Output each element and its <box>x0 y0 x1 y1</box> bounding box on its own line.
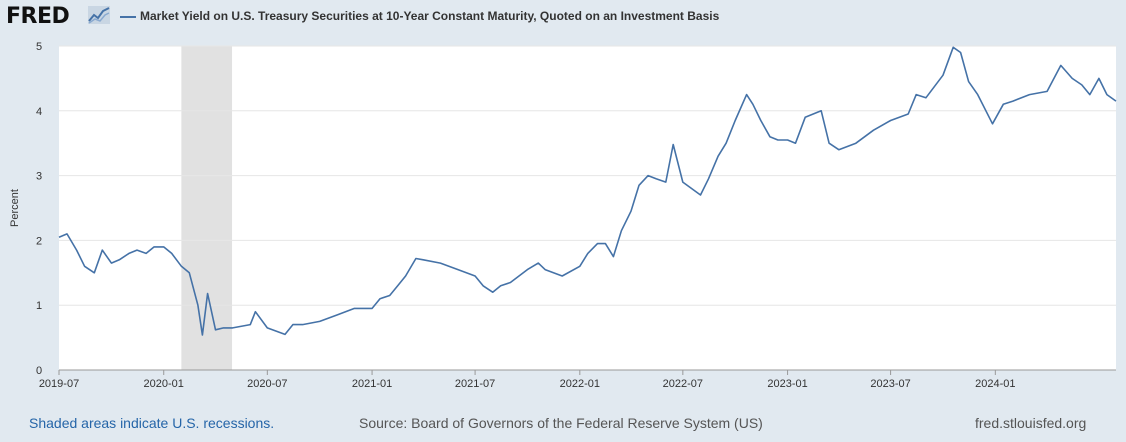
x-tick-label: 2024-01 <box>975 378 1015 390</box>
recession-note: Shaded areas indicate U.S. recessions. <box>29 415 275 431</box>
source-text: Source: Board of Governors of the Federa… <box>359 415 763 431</box>
x-tick-label: 2022-01 <box>560 378 600 390</box>
y-axis-label: Percent <box>9 189 21 227</box>
legend-line-swatch <box>120 16 136 18</box>
y-tick-label: 2 <box>36 235 42 247</box>
chart-title: Market Yield on U.S. Treasury Securities… <box>140 9 720 23</box>
y-tick-label: 4 <box>36 106 42 118</box>
series-line <box>58 46 1117 336</box>
x-tick-label: 2022-07 <box>663 378 703 390</box>
fred-url-link[interactable]: fred.stlouisfed.org <box>975 415 1087 431</box>
y-tick-label: 0 <box>36 365 42 377</box>
y-tick-label: 1 <box>36 300 42 312</box>
line-chart[interactable]: 0 1 2 3 4 5 2019-07 2020-01 2020-07 2021-01 2021-0… <box>0 30 1126 392</box>
x-tick-label: 2020-01 <box>144 378 184 390</box>
plot-area <box>59 46 1116 370</box>
x-tick-label: 2021-07 <box>455 378 495 390</box>
x-tick-label: 2021-01 <box>352 378 392 390</box>
fred-logo[interactable]: FRED <box>6 4 70 29</box>
chart-header: FRED Market Yield on U.S. Treasury Secur… <box>0 0 1126 34</box>
x-tick-label: 2023-01 <box>767 378 807 390</box>
fred-graph-icon <box>88 6 110 24</box>
x-tick-label: 2023-07 <box>870 378 910 390</box>
chart-footer: Shaded areas indicate U.S. recessions. S… <box>0 412 1126 436</box>
x-tick-label: 2019-07 <box>39 378 79 390</box>
y-tick-label: 3 <box>36 171 42 183</box>
recession-band <box>181 46 233 370</box>
x-tick-label: 2020-07 <box>247 378 287 390</box>
y-tick-label: 5 <box>36 41 42 53</box>
